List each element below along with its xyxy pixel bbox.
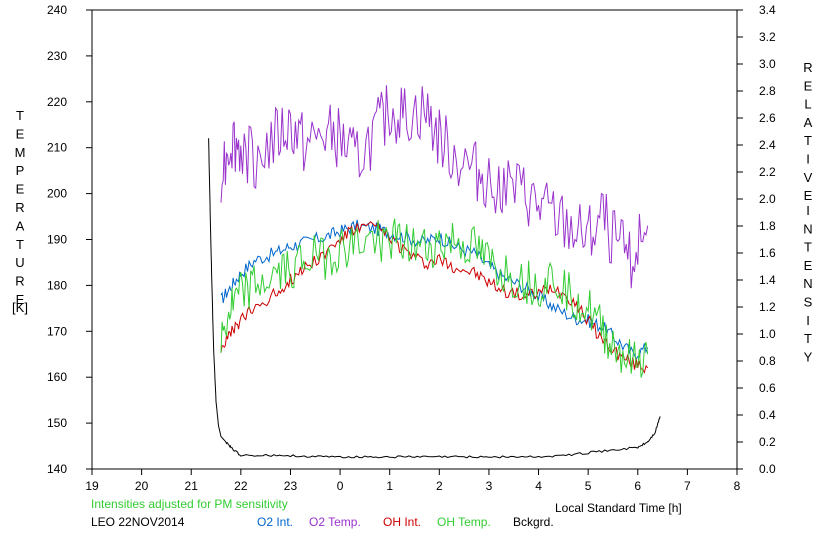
series-line-oh-temp [220,218,649,378]
series-line-o2-int [220,219,649,361]
axis-label-letter: T [16,108,24,123]
right-tick-label: 2.0 [759,192,776,206]
legend-entry: O2 Int. [257,515,293,529]
series-line-o2-temp [220,85,649,289]
axis-label-letter: N [803,276,812,291]
left-axis-ticks: 140 150 160 170 180 190 200 210 220 230 240 [47,3,92,476]
right-tick-label: 3.0 [759,57,776,71]
x-tick-label: 7 [684,479,691,493]
x-axis-label: Local Standard Time [h] [555,501,682,515]
axis-label-letter: R [803,60,812,75]
axis-label-letter: E [16,292,25,307]
right-axis-ticks: 0.0 0.2 0.4 0.6 0.8 1.0 1.2 1.4 1.6 1.8 2.0 2.2 2.4 2… [737,3,776,476]
left-tick-label: 220 [47,95,67,109]
x-axis-ticks: 19 20 21 22 23 0 1 2 3 4 5 6 7 8 [85,469,741,493]
left-tick-label: 230 [47,49,67,63]
x-tick-label: 8 [734,479,741,493]
right-tick-label: 3.4 [759,3,776,17]
left-tick-label: 170 [47,324,67,338]
station-date: LEO 22NOV2014 [91,515,185,529]
left-tick-label: 210 [47,141,67,155]
right-tick-label: 1.8 [759,219,776,233]
axis-label-letter: T [16,237,24,252]
right-tick-label: 0.6 [759,381,776,395]
right-tick-label: 3.2 [759,30,776,44]
axis-label-letter: N [803,221,812,236]
x-tick-label: 5 [585,479,592,493]
right-tick-label: 1.4 [759,273,776,287]
axis-label-letter: I [806,203,810,218]
right-tick-label: 1.2 [759,300,776,314]
axis-label-letter: L [804,97,811,112]
axis-label-letter: E [16,182,25,197]
right-tick-label: 1.0 [759,327,776,341]
left-tick-label: 240 [47,3,67,17]
left-tick-label: 180 [47,278,67,292]
axis-label-letter: I [806,313,810,328]
series-layer [208,85,661,459]
axis-label-letter: T [804,240,812,255]
legend-entry: Bckgrd. [513,515,554,529]
x-tick-label: 6 [634,479,641,493]
axis-label-letter: U [15,255,24,270]
right-tick-label: 2.4 [759,138,776,152]
x-tick-label: 2 [436,479,443,493]
axis-label-letter: R [15,274,24,289]
axis-label-letter: E [804,188,813,203]
x-tick-label: 3 [486,479,493,493]
legend-entry: OH Temp. [437,515,491,529]
x-tick-label: 0 [337,479,344,493]
axis-label-letter: E [16,126,25,141]
axis-label-letter: E [804,258,813,273]
x-tick-label: 1 [386,479,393,493]
right-tick-label: 0.4 [759,408,776,422]
axis-label-letter: T [804,133,812,148]
axis-label-letter: E [804,78,813,93]
right-tick-label: 0.8 [759,354,776,368]
series-line-oh-int [220,220,649,374]
axis-label-letter: M [15,145,26,160]
right-tick-label: 0.0 [759,462,776,476]
legend-entry: OH Int. [383,515,421,529]
axis-label-letter: A [16,218,25,233]
axis-label-letter: P [16,163,25,178]
right-tick-label: 0.2 [759,435,776,449]
left-tick-label: 150 [47,416,67,430]
legend: O2 Int. O2 Temp. OH Int. OH Temp. Bckgrd. [257,515,554,529]
axis-label-letter: R [15,200,24,215]
x-tick-label: 19 [85,479,99,493]
axis-label-letter: T [804,331,812,346]
right-tick-label: 2.2 [759,165,776,179]
sensitivity-note: Intensities adjusted for PM sensitivity [91,497,288,511]
x-tick-label: 22 [234,479,248,493]
left-tick-label: 190 [47,233,67,247]
right-tick-label: 2.6 [759,111,776,125]
series-line-bckgrd [208,138,661,459]
x-tick-label: 4 [535,479,542,493]
axis-label-letter: A [804,115,813,130]
axis-label-letter: S [804,295,813,310]
left-axis-unit: [K] [12,300,28,315]
x-tick-label: 20 [135,479,149,493]
right-tick-label: 2.8 [759,84,776,98]
right-tick-label: 1.6 [759,246,776,260]
x-tick-label: 21 [185,479,199,493]
left-tick-label: 200 [47,187,67,201]
left-tick-label: 140 [47,462,67,476]
axis-label-letter: Y [804,349,813,364]
legend-entry: O2 Temp. [309,515,361,529]
axis-label-letter: I [806,152,810,167]
left-tick-label: 160 [47,370,67,384]
axis-label-letter: V [804,170,813,185]
x-tick-label: 23 [284,479,298,493]
